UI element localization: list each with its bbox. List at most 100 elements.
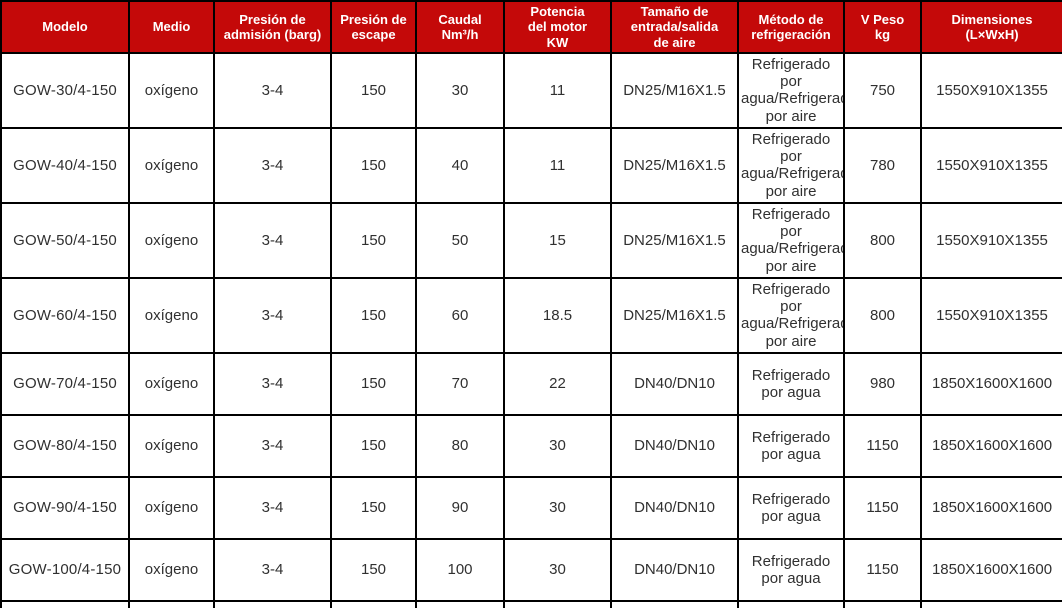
cell-inlet-outlet-size: DN40/DN10 xyxy=(610,599,739,608)
cell-exhaust-pressure: 150 xyxy=(330,126,417,204)
cell-motor-power: 30 xyxy=(503,413,612,478)
cell-weight: 1150 xyxy=(843,475,922,540)
column-header-inlet-outlet-size: Tamaño de entrada/salida de aire xyxy=(610,0,739,54)
cell-dimensions: 1550X910X1355 xyxy=(920,276,1062,354)
cell-flow: 90 xyxy=(415,475,505,540)
cell-motor-power: 18.5 xyxy=(503,276,612,354)
cell-medium: oxígeno xyxy=(128,51,215,129)
column-header-exhaust-pressure: Presión de escape xyxy=(330,0,417,54)
cell-inlet-outlet-size: DN25/M16X1.5 xyxy=(610,201,739,279)
cell-weight: 1350 xyxy=(843,599,922,608)
column-header-cooling-method: Método de refrigeración xyxy=(737,0,845,54)
cell-medium: oxígeno xyxy=(128,351,215,416)
column-header-flow: Caudal Nm³/h xyxy=(415,0,505,54)
cell-model: GOW-70/4-150 xyxy=(0,351,130,416)
cell-motor-power: 30 xyxy=(503,537,612,602)
cell-dimensions: 1850X1600X1600 xyxy=(920,537,1062,602)
cell-flow: 80 xyxy=(415,413,505,478)
cell-weight: 750 xyxy=(843,51,922,129)
table-header-row: Modelo Medio Presión de admisión (barg) Pre… xyxy=(0,0,1062,54)
cell-dimensions: 1850X1600X1600 xyxy=(920,475,1062,540)
cell-motor-power: 370 xyxy=(503,599,612,608)
table-row: GOW-100/4-150 oxígeno 3-4 150 100 30 DN40/DN10… xyxy=(0,537,1062,602)
cell-exhaust-pressure: 150 xyxy=(330,475,417,540)
cell-exhaust-pressure: 150 xyxy=(330,413,417,478)
cell-exhaust-pressure: 150 xyxy=(330,51,417,129)
cell-medium: oxígeno xyxy=(128,126,215,204)
cell-cooling-method: Refrigerado por agua xyxy=(737,475,845,540)
cell-flow: 40 xyxy=(415,126,505,204)
cell-model: GOW-30/4-150 xyxy=(0,51,130,129)
column-header-weight: V Peso kg xyxy=(843,0,922,54)
cell-flow: 70 xyxy=(415,351,505,416)
table-row: GOW-80/4-150 oxígeno 3-4 150 80 30 DN40/DN10 Re… xyxy=(0,413,1062,478)
cell-exhaust-pressure: 150 xyxy=(330,351,417,416)
cell-cooling-method: Refrigerado por agua xyxy=(737,351,845,416)
cell-medium: oxígeno xyxy=(128,201,215,279)
cell-motor-power: 30 xyxy=(503,475,612,540)
cell-flow: 60 xyxy=(415,276,505,354)
table-row: GOW-60/4-150 oxígeno 3-4 150 60 18.5 DN25/M16X… xyxy=(0,276,1062,354)
column-header-model: Modelo xyxy=(0,0,130,54)
cell-inlet-outlet-size: DN40/DN10 xyxy=(610,475,739,540)
cell-intake-pressure: 3-4 xyxy=(213,276,332,354)
cell-model: GOW-80/4-150 xyxy=(0,413,130,478)
cell-model: GOW-120/4-120 xyxy=(0,599,130,608)
cell-inlet-outlet-size: DN40/DN10 xyxy=(610,413,739,478)
cell-cooling-method: Refrigerado por agua xyxy=(737,537,845,602)
cell-model: GOW-60/4-150 xyxy=(0,276,130,354)
cell-motor-power: 11 xyxy=(503,51,612,129)
cell-dimensions: 1550X910X1355 xyxy=(920,126,1062,204)
cell-dimensions: 1550X910X1355 xyxy=(920,201,1062,279)
cell-cooling-method: Refrigerado por agua/Refrigerado por air… xyxy=(737,276,845,354)
cell-intake-pressure: 3-4 xyxy=(213,599,332,608)
cell-cooling-method: Refrigerado por agua/Refrigerado por air… xyxy=(737,201,845,279)
cell-flow: 30 xyxy=(415,51,505,129)
column-header-intake-pressure: Presión de admisión (barg) xyxy=(213,0,332,54)
cell-intake-pressure: 3-4 xyxy=(213,413,332,478)
cell-medium: oxígeno xyxy=(128,537,215,602)
cell-flow: 50 xyxy=(415,201,505,279)
cell-dimensions: 1550X910X1355 xyxy=(920,51,1062,129)
cell-flow: 120 xyxy=(415,599,505,608)
cell-motor-power: 11 xyxy=(503,126,612,204)
cell-cooling-method: Refrigerado por agua/Refrigerado por air… xyxy=(737,51,845,129)
table-row: GOW-30/4-150 oxígeno 3-4 150 30 11 DN25/M16X1.… xyxy=(0,51,1062,129)
column-header-dimensions: Dimensiones (L×WxH) xyxy=(920,0,1062,54)
cell-exhaust-pressure: 150 xyxy=(330,599,417,608)
table-row: GOW-90/4-150 oxígeno 3-4 150 90 30 DN40/DN10 Re… xyxy=(0,475,1062,540)
table-row: GOW-50/4-150 oxígeno 3-4 150 50 15 DN25/M16X1.… xyxy=(0,201,1062,279)
cell-medium: oxígeno xyxy=(128,599,215,608)
cell-model: GOW-90/4-150 xyxy=(0,475,130,540)
cell-intake-pressure: 3-4 xyxy=(213,537,332,602)
cell-exhaust-pressure: 150 xyxy=(330,537,417,602)
cell-dimensions: 1850X1800X1600 xyxy=(920,599,1062,608)
cell-exhaust-pressure: 150 xyxy=(330,276,417,354)
cell-intake-pressure: 3-4 xyxy=(213,126,332,204)
cell-cooling-method: Refrigerado por agua/Refrigerado por air… xyxy=(737,126,845,204)
cell-medium: oxígeno xyxy=(128,276,215,354)
cell-inlet-outlet-size: DN40/DN10 xyxy=(610,351,739,416)
cell-flow: 100 xyxy=(415,537,505,602)
cell-weight: 1150 xyxy=(843,537,922,602)
cell-inlet-outlet-size: DN25/M16X1.5 xyxy=(610,126,739,204)
cell-inlet-outlet-size: DN25/M16X1.5 xyxy=(610,51,739,129)
table-body: GOW-30/4-150 oxígeno 3-4 150 30 11 DN25/M16X1.… xyxy=(0,51,1062,608)
cell-motor-power: 22 xyxy=(503,351,612,416)
cell-weight: 800 xyxy=(843,276,922,354)
cell-intake-pressure: 3-4 xyxy=(213,351,332,416)
column-header-motor-power: Potencia del motor KW xyxy=(503,0,612,54)
table-row: GOW-70/4-150 oxígeno 3-4 150 70 22 DN40/DN10 Re… xyxy=(0,351,1062,416)
cell-model: GOW-50/4-150 xyxy=(0,201,130,279)
table-row: GOW-120/4-120oxígeno3-4150120370DN40/DN1… xyxy=(0,599,1062,608)
cell-inlet-outlet-size: DN40/DN10 xyxy=(610,537,739,602)
cell-dimensions: 1850X1600X1600 xyxy=(920,351,1062,416)
cell-intake-pressure: 3-4 xyxy=(213,51,332,129)
cell-intake-pressure: 3-4 xyxy=(213,475,332,540)
cell-dimensions: 1850X1600X1600 xyxy=(920,413,1062,478)
cell-weight: 780 xyxy=(843,126,922,204)
table-row: GOW-40/4-150 oxígeno 3-4 150 40 11 DN25/M16X1.… xyxy=(0,126,1062,204)
column-header-medium: Medio xyxy=(128,0,215,54)
